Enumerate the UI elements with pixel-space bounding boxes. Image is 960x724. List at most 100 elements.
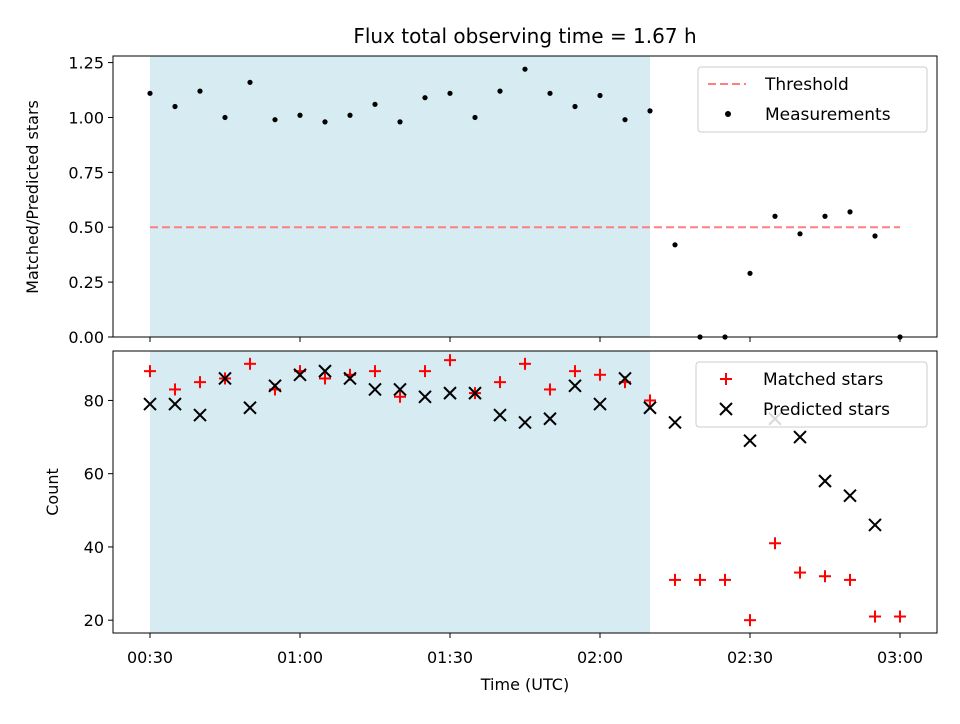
matched-star-point xyxy=(744,614,756,627)
measurement-point xyxy=(572,103,578,110)
measurement-point xyxy=(322,119,328,125)
predicted-star-point xyxy=(418,390,432,404)
matched-star-point xyxy=(419,365,431,378)
matched-star-point xyxy=(794,566,806,579)
predicted-star-point xyxy=(168,397,182,411)
legend-measurements-label: Measurements xyxy=(765,105,891,125)
measurement-point xyxy=(397,119,403,125)
measurement-point xyxy=(797,231,803,237)
matched-star-point xyxy=(244,357,256,370)
matched-star-point xyxy=(394,390,406,403)
matched-star-point xyxy=(669,573,681,586)
x-tick-label: 03:00 xyxy=(877,648,923,667)
predicted-star-point xyxy=(793,430,807,444)
count-y-tick-label: 20 xyxy=(84,611,104,630)
matched-star-point xyxy=(569,365,581,378)
count-x-ticks: 00:30 01:00 01:30 02:00 02:30 03:00 xyxy=(127,633,923,667)
ratio-y-tick-label: 0.25 xyxy=(68,273,104,292)
matched-star-point xyxy=(544,383,556,396)
ratio-y-tick-label: 0.50 xyxy=(68,218,104,237)
ratio-y-ticks: 0.00 0.25 0.50 0.75 1.00 1.25 xyxy=(68,54,113,347)
count-y-tick-label: 80 xyxy=(84,391,104,410)
predicted-star-point xyxy=(543,412,557,426)
ratio-shade-rect xyxy=(150,56,650,337)
predicted-star-point xyxy=(668,415,682,430)
chart-title: Flux total observing time = 1.67 h xyxy=(353,24,696,48)
measurement-point xyxy=(672,242,678,248)
matched-star-point xyxy=(444,354,456,367)
measurement-point xyxy=(472,114,478,121)
measurement-point xyxy=(547,90,553,96)
predicted-star-point xyxy=(518,415,532,430)
predicted-star-point xyxy=(593,397,607,411)
measurement-point xyxy=(772,213,778,219)
measurement-point xyxy=(347,112,353,118)
measurement-point xyxy=(272,117,278,123)
predicted-star-point xyxy=(843,488,857,503)
predicted-star-point xyxy=(193,408,207,422)
predicted-star-point xyxy=(143,397,157,411)
matched-star-point xyxy=(319,372,331,385)
measurement-point xyxy=(622,117,628,123)
ratio-axes-frame xyxy=(112,55,938,338)
matched-star-point xyxy=(819,570,831,583)
ratio-y-axis-label: Matched/Predicted stars xyxy=(23,100,42,294)
x-axis-label: Time (UTC) xyxy=(480,675,569,694)
ratio-legend: Threshold Measurements xyxy=(697,66,928,133)
measurement-point xyxy=(222,114,228,121)
matched-star-point xyxy=(494,376,506,389)
measurement-point xyxy=(447,90,453,96)
measurement-point xyxy=(172,103,178,110)
legend-predicted-swatch xyxy=(719,402,733,416)
measurement-point xyxy=(372,101,378,107)
matched-star-point xyxy=(894,610,906,623)
x-tick-label: 01:00 xyxy=(277,648,323,667)
predicted-star-point xyxy=(818,474,832,488)
x-tick-label: 02:00 xyxy=(577,648,623,667)
predicted-star-point xyxy=(343,371,357,386)
predicted-star-point xyxy=(493,408,507,422)
ratio-y-tick-label: 1.00 xyxy=(68,108,104,127)
ratio-panel: 0.00 0.25 0.50 0.75 1.00 1.25 Matched/Predict… xyxy=(23,54,938,347)
measurement-point xyxy=(147,90,153,96)
x-tick-label: 00:30 xyxy=(127,648,173,667)
predicted-star-point xyxy=(568,379,582,393)
measurement-point xyxy=(422,95,428,101)
measurement-point xyxy=(847,209,853,215)
measurement-point xyxy=(647,108,653,114)
matched-star-point xyxy=(694,573,706,586)
legend-measurements-swatch xyxy=(725,111,731,117)
predicted-star-point xyxy=(443,386,457,400)
measurement-point xyxy=(872,233,878,239)
matched-star-point xyxy=(644,394,656,407)
matched-star-point xyxy=(369,365,381,378)
x-tick-label: 02:30 xyxy=(727,648,773,667)
legend-predicted-label: Predicted stars xyxy=(763,400,890,420)
measurement-point xyxy=(747,270,753,276)
ratio-y-tick-label: 1.25 xyxy=(68,54,104,73)
count-legend: Matched stars Predicted stars xyxy=(695,361,928,428)
matched-star-point xyxy=(869,610,881,623)
measurement-point xyxy=(522,66,528,72)
count-axes-frame xyxy=(112,350,938,634)
matched-star-point xyxy=(519,357,531,370)
count-y-ticks: 20 40 60 80 xyxy=(84,391,113,630)
matched-star-point xyxy=(169,383,181,396)
predicted-star-point xyxy=(243,401,257,415)
predicted-star-point xyxy=(393,382,407,397)
measurement-point xyxy=(197,88,203,94)
ratio-shaded-region xyxy=(150,56,650,337)
legend-threshold-label: Threshold xyxy=(764,75,849,95)
legend-matched-swatch xyxy=(720,373,732,385)
matched-star-point xyxy=(194,376,206,389)
count-y-axis-label: Count xyxy=(43,468,62,516)
measurement-point xyxy=(297,112,303,118)
ratio-y-tick-label: 0.75 xyxy=(68,163,104,182)
count-matched-points xyxy=(144,354,906,627)
ratio-y-tick-label: 0.00 xyxy=(68,328,104,347)
measurement-point xyxy=(597,92,603,99)
predicted-star-point xyxy=(218,371,232,386)
x-tick-label: 01:30 xyxy=(427,648,473,667)
